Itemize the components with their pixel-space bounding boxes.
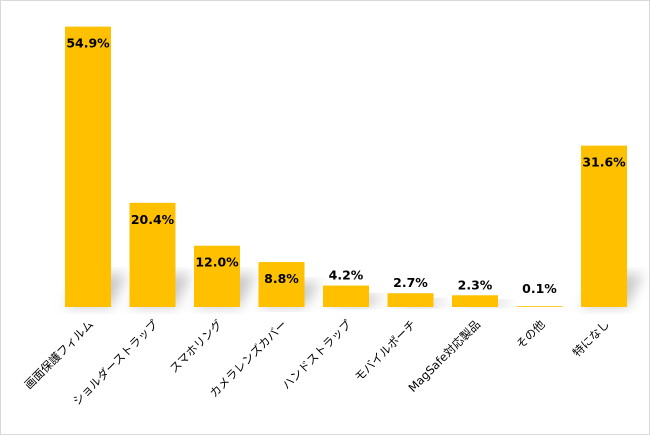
- category-label: ハンドストラップ: [279, 317, 354, 392]
- category-label: その他: [513, 317, 548, 352]
- category-label: 特になし: [570, 317, 612, 359]
- bar: [129, 202, 176, 307]
- bar: [65, 26, 111, 307]
- category-label: 画面保護フィルム: [21, 317, 96, 392]
- data-label: 8.8%: [264, 271, 299, 286]
- category-label: MagSafe対応製品: [406, 317, 484, 395]
- data-label: 4.2%: [329, 268, 364, 283]
- data-label: 2.7%: [393, 275, 428, 290]
- data-label: 2.3%: [458, 277, 493, 292]
- bar: [258, 262, 305, 307]
- bars: [65, 26, 627, 307]
- data-label: 20.4%: [131, 212, 175, 227]
- bar: [581, 145, 627, 307]
- data-label: 31.6%: [582, 155, 626, 170]
- bar: [323, 285, 369, 307]
- bar: [194, 245, 240, 307]
- data-label: 0.1%: [522, 281, 557, 296]
- category-label: モバイルポーチ: [352, 317, 419, 384]
- bar: [387, 293, 434, 307]
- bar: [516, 306, 563, 307]
- data-labels: 54.9% 20.4% 12.0% 8.8% 4.2% 2.7% 2.3% 0.1% 31.6%: [66, 36, 626, 296]
- data-label: 54.9%: [66, 36, 110, 51]
- bar: [452, 295, 498, 307]
- category-label: スマホリング: [167, 317, 226, 376]
- data-label: 12.0%: [195, 255, 239, 270]
